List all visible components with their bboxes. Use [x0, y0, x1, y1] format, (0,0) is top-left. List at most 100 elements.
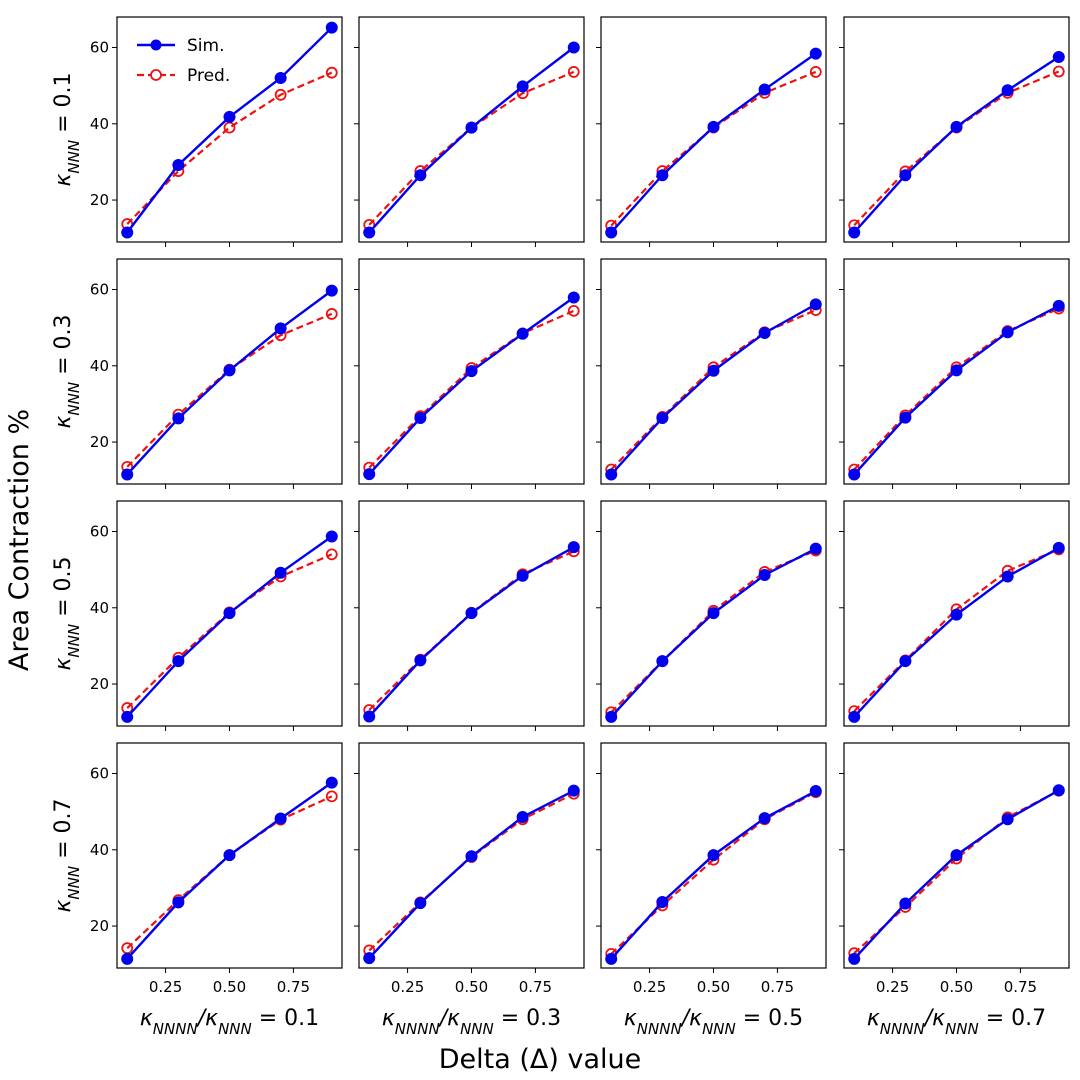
sim-point: [848, 226, 861, 239]
pred-point: [325, 548, 338, 561]
sim-point: [363, 952, 376, 965]
pred-point: [567, 66, 580, 78]
legend-pred-marker: [150, 69, 162, 81]
panel-r1-c3: [596, 16, 827, 247]
sim-point: [274, 322, 287, 335]
pred-series-line: [368, 70, 575, 226]
sim-point: [707, 607, 720, 620]
sim-point: [172, 896, 185, 909]
x-tick-label: 0.50: [455, 978, 488, 996]
x-tick-label: 0.75: [519, 978, 552, 996]
sim-point: [605, 710, 618, 723]
sim-point: [758, 83, 771, 96]
sim-point: [325, 21, 338, 34]
sim-point: [516, 810, 529, 823]
sim-point: [848, 710, 861, 723]
sim-point: [414, 412, 427, 425]
y-tick-label: 60: [90, 39, 109, 57]
pred-point: [325, 66, 338, 79]
sim-point: [950, 364, 963, 377]
column-label-part: /κ: [196, 1006, 218, 1031]
y-tick-label: 60: [90, 765, 109, 783]
pred-series-line: [126, 553, 333, 709]
sim-point: [516, 80, 529, 93]
pred-series-line: [368, 309, 575, 469]
row-label-kappa: κ: [51, 658, 76, 671]
x-tick-label: 0.25: [149, 978, 182, 996]
pred-point: [1052, 65, 1065, 78]
x-tick-label: 0.75: [1004, 978, 1037, 996]
sim-point: [172, 655, 185, 668]
sim-point: [121, 468, 134, 481]
sim-point: [656, 169, 669, 182]
sim-point: [899, 169, 912, 182]
sim-point: [363, 710, 376, 723]
sim-point: [848, 468, 861, 481]
sim-point: [414, 654, 427, 667]
sim-point: [1001, 570, 1014, 583]
panel-r2-c3: [596, 258, 827, 489]
y-tick-label: 20: [90, 675, 109, 693]
sim-point: [1052, 299, 1065, 312]
sim-point: [605, 226, 618, 239]
legend-sim-marker: [150, 39, 162, 51]
panel-r1-c4: [839, 16, 1070, 247]
column-label-part: = 0.5: [736, 1006, 803, 1031]
sim-point: [325, 530, 338, 543]
sim-point: [274, 72, 287, 85]
sim-point: [363, 226, 376, 239]
sim-point: [656, 655, 669, 668]
pred-point: [274, 88, 287, 101]
sim-point: [414, 897, 427, 910]
panel-r3-c2: [354, 500, 585, 731]
x-tick-label: 0.25: [876, 978, 909, 996]
row-label-sub: NNN: [65, 382, 83, 416]
y-tick-label: 20: [90, 433, 109, 451]
sim-point: [605, 468, 618, 481]
sim-point: [465, 365, 478, 378]
legend-sim-label: Sim.: [187, 36, 224, 56]
column-label-part: NNNN: [880, 1020, 925, 1038]
sim-point: [950, 608, 963, 621]
sim-point: [172, 158, 185, 171]
sim-point: [121, 710, 134, 723]
column-label-part: = 0.1: [252, 1006, 319, 1031]
legend: Sim. Pred.: [137, 36, 230, 86]
panel-r2-c1: 20 40 60: [90, 258, 343, 489]
pred-point: [325, 308, 338, 320]
column-label-part: NNN: [702, 1020, 736, 1038]
column-label-part: κ: [140, 1006, 153, 1031]
panel-r2-c2: [354, 258, 585, 489]
row-label-value: = 0.5: [51, 556, 76, 623]
y-tick-label: 20: [90, 917, 109, 935]
row-label: κNNN = 0.7: [51, 798, 83, 912]
row-label: κNNN = 0.1: [51, 72, 83, 186]
column-label-part: κ: [867, 1006, 880, 1031]
sim-point: [707, 849, 720, 862]
y-tick-label: 40: [90, 841, 109, 859]
pred-point: [567, 304, 580, 317]
x-tick-label: 0.50: [213, 978, 246, 996]
panel-r3-c3: [596, 500, 827, 731]
sim-point: [363, 468, 376, 481]
sim-point: [605, 952, 618, 965]
sim-point: [516, 569, 529, 582]
row-label-value: = 0.7: [51, 798, 76, 865]
row-label-sub: NNN: [65, 866, 83, 900]
x-tick-label: 0.50: [940, 978, 973, 996]
panel-r2-c4: [839, 258, 1070, 489]
sim-point: [567, 41, 580, 54]
sim-point: [656, 896, 669, 909]
sim-point: [465, 121, 478, 134]
row-label-value: = 0.1: [51, 72, 76, 139]
subplot-grid: 20 40 60 Sim. Pred. 20 40 60 20 40 60 20 40 60 0.25 0.5…: [90, 16, 1070, 996]
sim-point: [567, 291, 580, 304]
sim-point: [950, 120, 963, 133]
sim-point: [707, 364, 720, 377]
column-label-part: NNN: [460, 1020, 494, 1038]
sim-point: [1001, 326, 1014, 339]
column-label-part: = 0.7: [979, 1006, 1046, 1031]
row-label-kappa: κ: [51, 900, 76, 913]
column-label-part: /κ: [680, 1006, 702, 1031]
